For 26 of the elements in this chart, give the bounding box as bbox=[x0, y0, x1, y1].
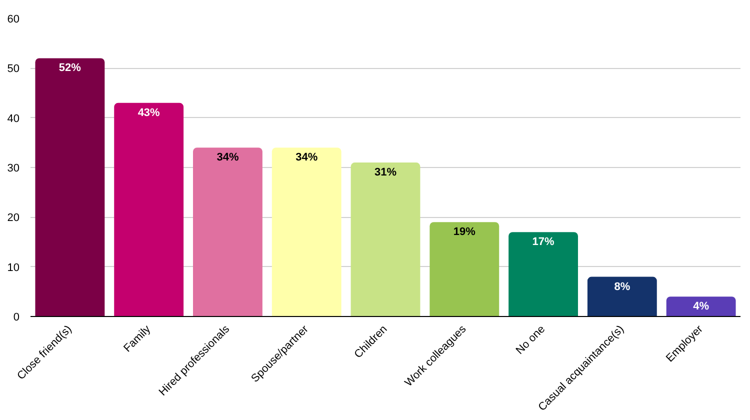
data-label: 4% bbox=[693, 300, 710, 313]
y-tick-label: 20 bbox=[7, 212, 20, 224]
bar bbox=[508, 232, 578, 316]
data-label: 31% bbox=[374, 166, 397, 179]
x-tick-label: No one bbox=[514, 323, 548, 357]
bar bbox=[666, 296, 736, 316]
y-tick-label: 0 bbox=[13, 312, 20, 324]
y-tick-label: 60 bbox=[7, 14, 20, 26]
bar bbox=[272, 148, 342, 316]
y-tick-label: 10 bbox=[7, 262, 20, 274]
y-tick-label: 40 bbox=[7, 112, 20, 125]
data-label: 8% bbox=[614, 280, 630, 293]
bar bbox=[35, 58, 105, 316]
bar bbox=[430, 222, 500, 316]
data-label: 43% bbox=[138, 106, 160, 119]
data-label: 34% bbox=[296, 152, 318, 164]
bar bbox=[350, 162, 420, 316]
bar bbox=[193, 148, 262, 316]
bar bbox=[587, 276, 657, 316]
y-tick-label: 50 bbox=[7, 63, 20, 76]
data-label: 52% bbox=[58, 62, 82, 74]
data-label: 19% bbox=[453, 226, 476, 238]
data-label: 17% bbox=[532, 236, 555, 248]
bar bbox=[114, 102, 184, 316]
data-label: 34% bbox=[216, 152, 239, 164]
y-tick-label: 30 bbox=[7, 162, 20, 174]
